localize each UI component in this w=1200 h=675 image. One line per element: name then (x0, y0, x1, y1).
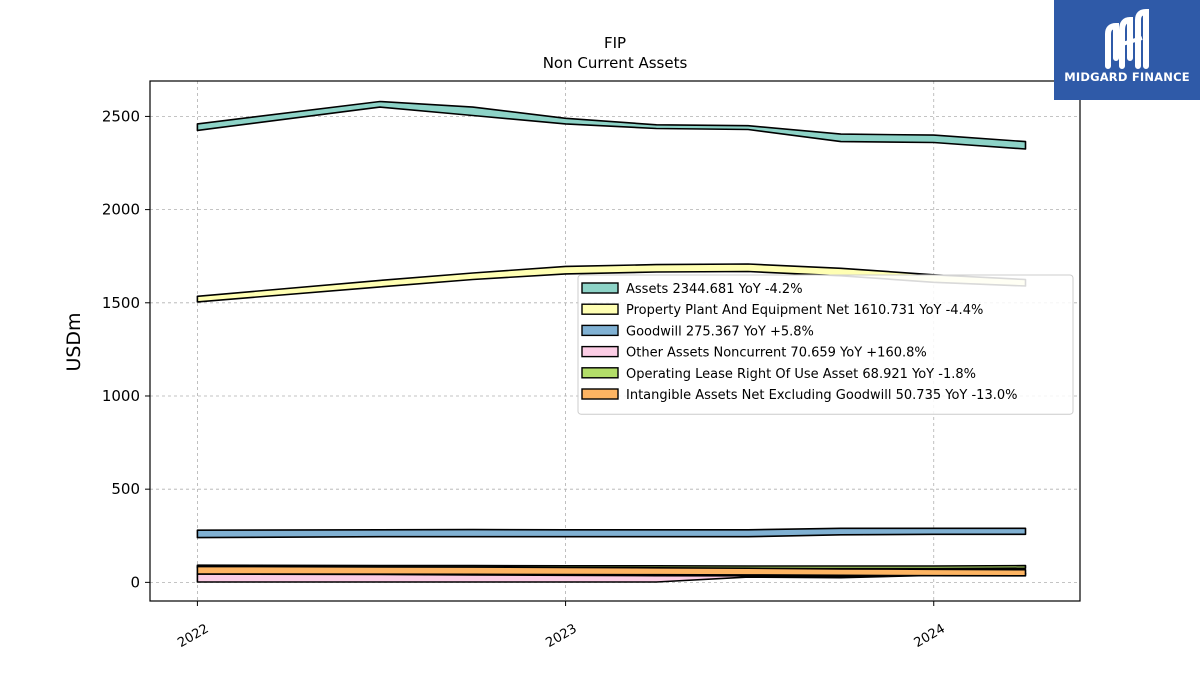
legend-swatch (581, 388, 619, 400)
legend-swatch (581, 367, 619, 379)
legend-swatch (581, 282, 619, 294)
series-layer (196, 100, 1027, 583)
plot-frame (149, 80, 1081, 602)
legend-label: Assets 2344.681 YoY -4.2% (626, 282, 803, 297)
legend-swatch (581, 303, 619, 315)
x-tick-label: 2022 (175, 621, 211, 651)
series-band-goodwill (196, 527, 1027, 539)
y-tick-label: 1000 (102, 387, 140, 405)
legend-label: Operating Lease Right Of Use Asset 68.92… (626, 367, 976, 382)
midgard-finance-logo: MIDGARD FINANCE (1054, 0, 1200, 100)
y-tick-label: 2500 (102, 107, 140, 125)
series-band-intangible-assets-net-excluding-goodwill (196, 565, 1027, 577)
legend-label: Goodwill 275.367 YoY +5.8% (626, 324, 814, 339)
legend-label: Other Assets Noncurrent 70.659 YoY +160.… (626, 346, 927, 361)
chart-title: FIP (604, 34, 626, 52)
chart-subtitle: Non Current Assets (543, 54, 688, 72)
y-tick-label: 0 (130, 573, 140, 591)
y-tick-label: 500 (111, 480, 140, 498)
legend-box (577, 274, 1074, 415)
legend-swatch (581, 324, 619, 337)
x-tick-label: 2023 (543, 621, 579, 651)
legend-label: Intangible Assets Net Excluding Goodwill… (626, 388, 1017, 403)
midgard-logo-icon (1105, 8, 1149, 69)
legend-label: Property Plant And Equipment Net 1610.73… (626, 303, 983, 318)
logo-text: MIDGARD FINANCE (1064, 70, 1190, 84)
y-axis: 0 500 1000 1500 2000 2500 (102, 107, 150, 591)
series-band-assets (196, 100, 1027, 150)
y-tick-label: 1500 (102, 294, 140, 312)
x-axis: 2022 2023 2024 (175, 601, 948, 651)
legend-swatch (581, 345, 619, 358)
y-tick-label: 2000 (102, 201, 140, 219)
y-axis-label: USDm (63, 312, 85, 371)
x-tick-label: 2024 (912, 621, 948, 651)
legend: Assets 2344.681 YoY -4.2% Property Plant … (577, 274, 1074, 415)
